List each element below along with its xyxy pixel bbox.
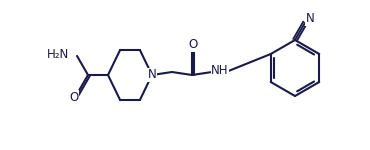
Text: N: N xyxy=(306,12,314,25)
Text: N: N xyxy=(148,69,157,81)
Text: O: O xyxy=(188,39,198,51)
Text: H₂N: H₂N xyxy=(47,48,69,62)
Text: O: O xyxy=(69,91,78,103)
Text: NH: NH xyxy=(211,64,229,78)
